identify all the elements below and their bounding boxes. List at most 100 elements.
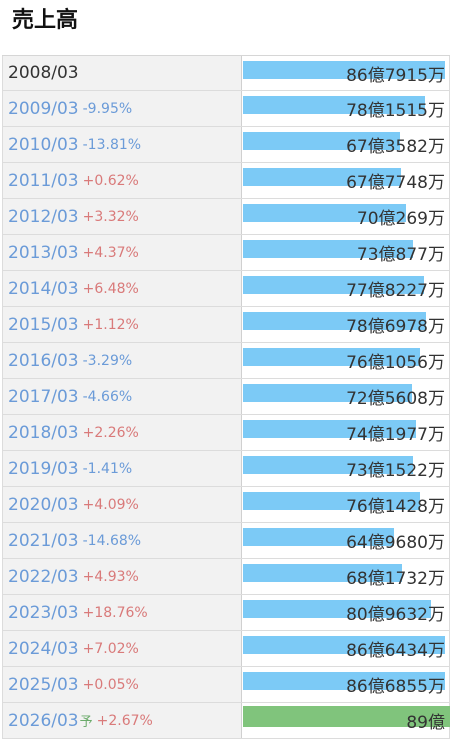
value-cell: 76億1428万 (243, 487, 449, 522)
table-row: 2026/03 予 +2.67% 89億 (2, 703, 450, 739)
period-cell: 2023/03 +18.76% (3, 595, 242, 630)
period-cell: 2010/03 -13.81% (3, 127, 242, 162)
period-label: 2011/03 (8, 170, 79, 191)
table-row: 2011/03 +0.62% 67億7748万 (2, 163, 450, 199)
revenue-value-label: 64億9680万 (346, 533, 445, 553)
period-label: 2020/03 (8, 494, 79, 515)
period-label: 2008/03 (8, 63, 79, 83)
period-cell: 2015/03 +1.12% (3, 307, 242, 342)
period-label: 2017/03 (8, 386, 79, 407)
period-cell: 2013/03 +4.37% (3, 235, 242, 270)
value-cell: 72億5608万 (243, 379, 449, 414)
revenue-bar (243, 528, 394, 546)
change-percent: +2.67% (96, 712, 153, 729)
revenue-bar (243, 384, 412, 402)
revenue-bar (243, 240, 413, 258)
revenue-bar (243, 492, 420, 510)
value-cell: 77億8227万 (243, 271, 449, 306)
table-row: 2019/03 -1.41% 73億1522万 (2, 451, 450, 487)
table-row: 2017/03 -4.66% 72億5608万 (2, 379, 450, 415)
period-label: 2012/03 (8, 206, 79, 227)
revenue-bar (243, 456, 413, 474)
period-label: 2018/03 (8, 422, 79, 443)
revenue-bar (243, 204, 406, 222)
change-percent: +0.05% (82, 676, 139, 693)
period-cell: 2016/03 -3.29% (3, 343, 242, 378)
change-percent: -4.66% (82, 388, 133, 405)
revenue-value-label: 67億7748万 (346, 173, 445, 193)
revenue-value-label: 68億1732万 (346, 569, 445, 589)
revenue-bar (243, 420, 416, 438)
revenue-value-label: 80億9632万 (346, 605, 445, 625)
revenue-value-label: 70億269万 (356, 209, 445, 229)
period-label: 2013/03 (8, 242, 79, 263)
period-label: 2016/03 (8, 350, 79, 371)
change-percent: +0.62% (82, 172, 139, 189)
period-cell: 2018/03 +2.26% (3, 415, 242, 450)
period-label: 2022/03 (8, 566, 79, 587)
revenue-value-label: 86億6434万 (346, 641, 445, 661)
revenue-bar (243, 672, 445, 690)
table-row: 2024/03 +7.02% 86億6434万 (2, 631, 450, 667)
value-cell: 67億3582万 (243, 127, 449, 162)
revenue-value-label: 78億6978万 (346, 317, 445, 337)
value-cell: 78億1515万 (243, 91, 449, 126)
period-cell: 2025/03 +0.05% (3, 667, 242, 702)
revenue-value-label: 86億6855万 (346, 677, 445, 697)
table-row: 2013/03 +4.37% 73億877万 (2, 235, 450, 271)
change-percent: -1.41% (82, 460, 133, 477)
table-row: 2012/03 +3.32% 70億269万 (2, 199, 450, 235)
period-cell: 2019/03 -1.41% (3, 451, 242, 486)
revenue-table: 2008/03 86億7915万 2009/03 -9.95% 78億1515万 2010… (2, 55, 450, 739)
value-cell: 76億1056万 (243, 343, 449, 378)
period-label: 2023/03 (8, 602, 79, 623)
value-cell: 70億269万 (243, 199, 449, 234)
revenue-value-label: 76億1056万 (346, 353, 445, 373)
table-row: 2008/03 86億7915万 (2, 56, 450, 91)
period-cell: 2008/03 (3, 56, 242, 90)
value-cell: 73億877万 (243, 235, 449, 270)
change-percent: +1.12% (82, 316, 139, 333)
period-cell: 2012/03 +3.32% (3, 199, 242, 234)
revenue-bar (243, 61, 445, 79)
period-cell: 2022/03 +4.93% (3, 559, 242, 594)
table-row: 2020/03 +4.09% 76億1428万 (2, 487, 450, 523)
table-row: 2014/03 +6.48% 77億8227万 (2, 271, 450, 307)
value-cell: 73億1522万 (243, 451, 449, 486)
change-percent: +7.02% (82, 640, 139, 657)
revenue-value-label: 78億1515万 (346, 101, 445, 121)
period-cell: 2017/03 -4.66% (3, 379, 242, 414)
change-percent: +6.48% (82, 280, 139, 297)
period-cell: 2026/03 予 +2.67% (3, 703, 242, 738)
period-label: 2019/03 (8, 458, 79, 479)
revenue-bar (243, 132, 400, 150)
value-cell: 80億9632万 (243, 595, 449, 630)
period-label: 2010/03 (8, 134, 79, 155)
revenue-bar (243, 348, 420, 366)
revenue-value-label: 72億5608万 (346, 389, 445, 409)
forecast-bar (243, 706, 450, 727)
revenue-value-label: 74億1977万 (346, 425, 445, 445)
table-row: 2025/03 +0.05% 86億6855万 (2, 667, 450, 703)
value-cell: 64億9680万 (243, 523, 449, 558)
change-percent: -13.81% (82, 136, 142, 153)
value-cell: 74億1977万 (243, 415, 449, 450)
value-cell: 86億6855万 (243, 667, 449, 702)
revenue-bar (243, 564, 402, 582)
period-label: 2024/03 (8, 638, 79, 659)
change-percent: +4.37% (82, 244, 139, 261)
value-cell: 68億1732万 (243, 559, 449, 594)
revenue-bar (243, 276, 424, 294)
period-cell: 2014/03 +6.48% (3, 271, 242, 306)
change-percent: +2.26% (82, 424, 139, 441)
table-row: 2022/03 +4.93% 68億1732万 (2, 559, 450, 595)
revenue-bar (243, 312, 426, 330)
revenue-value-label: 86億7915万 (346, 65, 445, 86)
period-label: 2015/03 (8, 314, 79, 335)
revenue-value-label: 73億1522万 (346, 461, 445, 481)
value-cell: 67億7748万 (243, 163, 449, 198)
revenue-value-label: 89億 (406, 713, 445, 733)
period-cell: 2011/03 +0.62% (3, 163, 242, 198)
revenue-value-label: 77億8227万 (346, 281, 445, 301)
revenue-bar (243, 168, 401, 186)
